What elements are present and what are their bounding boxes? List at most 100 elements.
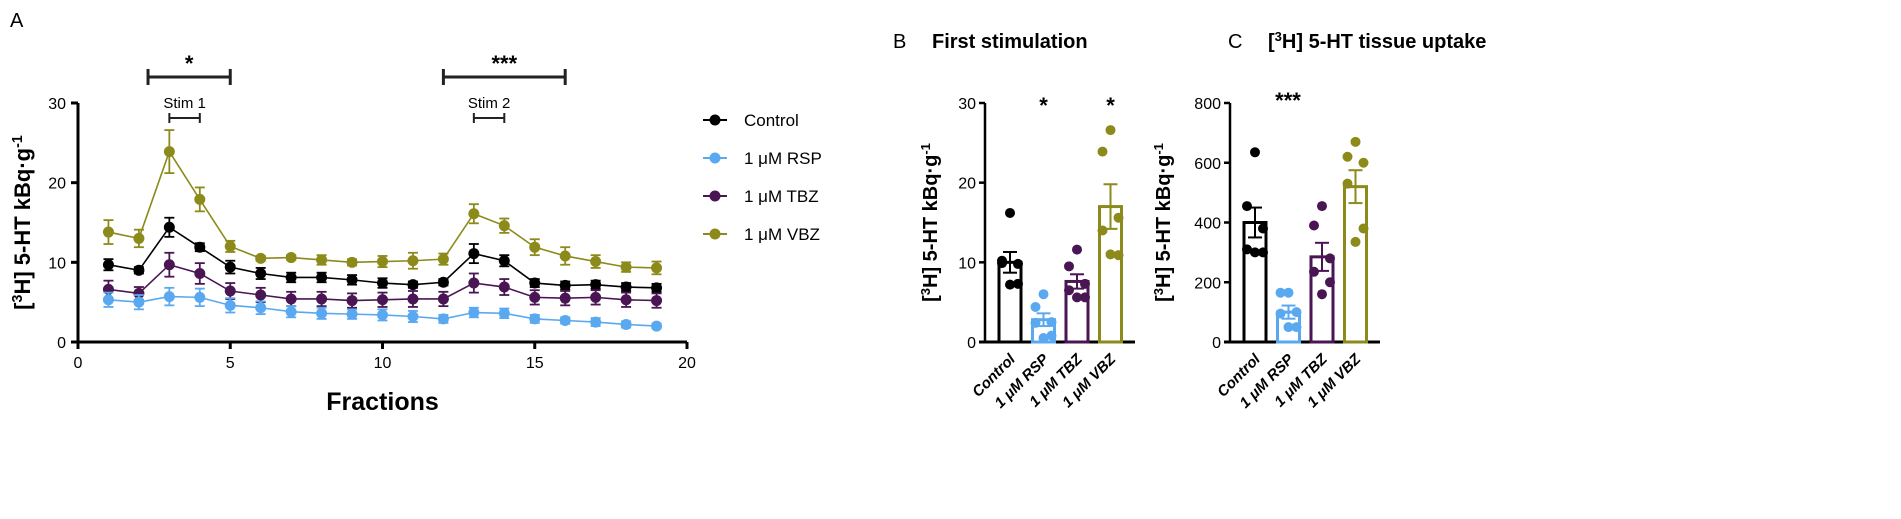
y-tick-label: 400	[1194, 216, 1221, 233]
data-point	[194, 241, 206, 253]
data-point	[1283, 322, 1294, 333]
data-point	[498, 255, 510, 267]
data-point	[468, 277, 480, 289]
data-point	[285, 252, 297, 264]
data-point	[1325, 253, 1335, 264]
y-tick-label: 30	[958, 96, 976, 113]
panel-label-c: C	[1228, 31, 1242, 53]
data-point	[1250, 147, 1260, 158]
data-point	[255, 252, 267, 264]
data-point	[468, 307, 480, 319]
data-point	[1013, 278, 1023, 289]
data-point	[102, 226, 114, 238]
y-tick-label: 10	[958, 255, 976, 272]
data-point	[133, 296, 145, 308]
significance-label: ***	[1275, 88, 1301, 113]
data-point	[1046, 317, 1057, 328]
y-axis-label: [3H] 5-HT kBq·g-1	[918, 143, 943, 302]
data-point	[224, 285, 236, 297]
data-point	[255, 289, 267, 301]
data-point	[529, 291, 541, 303]
data-point	[529, 277, 541, 289]
data-point	[997, 258, 1007, 269]
data-point	[620, 294, 632, 306]
data-point	[163, 221, 175, 233]
data-point	[1358, 157, 1369, 168]
data-point	[285, 271, 297, 283]
data-point	[651, 262, 663, 274]
data-point	[468, 208, 480, 220]
data-point	[1113, 250, 1124, 261]
data-point	[377, 294, 388, 306]
data-point	[285, 293, 297, 305]
y-tick-label-a: 20	[48, 176, 66, 193]
data-point	[224, 261, 236, 273]
data-point	[407, 255, 419, 267]
bar	[997, 260, 1023, 344]
legend-marker	[709, 190, 721, 202]
data-point	[468, 248, 480, 260]
data-point	[437, 313, 449, 325]
data-point	[559, 279, 571, 291]
data-point	[1309, 220, 1319, 231]
data-point	[437, 276, 449, 288]
x-tick-label-a: 15	[526, 355, 544, 372]
y-tick-label: 600	[1194, 156, 1221, 173]
data-point	[1317, 289, 1327, 300]
bar	[1242, 221, 1268, 344]
significance-label: *	[185, 51, 194, 76]
data-point	[620, 281, 632, 293]
data-point	[1097, 146, 1108, 157]
data-point	[377, 277, 388, 289]
data-point	[316, 307, 328, 319]
x-axis-label-a: Fractions	[326, 388, 439, 416]
data-point	[377, 309, 388, 321]
data-point	[498, 307, 510, 319]
x-tick-label-a: 5	[226, 355, 235, 372]
legend-marker	[709, 114, 721, 126]
data-point	[590, 291, 602, 303]
data-point	[1038, 289, 1049, 300]
chart-title: [3H] 5-HT tissue uptake	[1268, 29, 1486, 54]
data-point	[620, 318, 632, 330]
legend-marker	[709, 152, 721, 164]
data-point	[559, 314, 571, 326]
data-point	[346, 274, 358, 286]
data-point	[316, 254, 328, 266]
data-point	[1038, 333, 1049, 344]
legend-marker	[709, 228, 721, 240]
stim-label: Stim 1	[163, 95, 206, 112]
data-point	[346, 256, 358, 268]
data-point	[1005, 279, 1015, 290]
data-point	[407, 311, 419, 323]
data-point	[590, 316, 602, 328]
y-tick-label: 0	[967, 335, 976, 352]
y-tick-label: 200	[1194, 275, 1221, 292]
y-tick-label: 20	[958, 176, 976, 193]
data-point	[529, 241, 541, 253]
data-point	[133, 232, 145, 244]
data-point	[651, 320, 663, 332]
y-axis-label-a: [3H] 5-HT kBq·g-1	[10, 135, 35, 310]
panel-label-b: B	[893, 31, 906, 53]
data-point	[1080, 292, 1090, 303]
significance-label: ***	[491, 51, 517, 76]
data-point	[194, 267, 206, 279]
data-point	[1350, 136, 1361, 147]
y-tick-label: 800	[1194, 96, 1221, 113]
data-point	[1258, 247, 1268, 258]
data-point	[1242, 244, 1252, 255]
data-point	[1283, 287, 1294, 298]
stim-label: Stim 2	[468, 95, 511, 112]
x-tick-label-a: 0	[74, 355, 83, 372]
data-point	[498, 281, 510, 293]
chart-title: First stimulation	[932, 31, 1088, 53]
bar	[1343, 185, 1368, 344]
data-point	[316, 293, 328, 305]
y-tick-label-a: 0	[57, 335, 66, 352]
data-point	[1250, 247, 1260, 258]
data-point	[285, 306, 297, 318]
y-tick-label-a: 10	[48, 255, 66, 272]
significance-label: *	[1106, 93, 1115, 118]
